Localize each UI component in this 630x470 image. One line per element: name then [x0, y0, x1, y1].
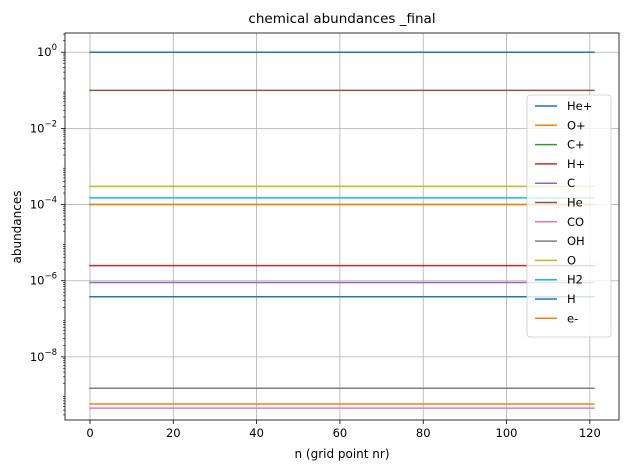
y-axis-label: abundances	[10, 191, 24, 264]
x-tick-label: 20	[166, 426, 181, 440]
x-tick-label: 100	[496, 426, 518, 440]
x-axis: 0 20 40 60 80 100 120	[86, 420, 601, 440]
legend-label-C+: C+	[567, 138, 585, 152]
legend-label-OH: OH	[567, 234, 585, 248]
y-tick-label: 100	[37, 43, 57, 59]
legend-label-H2: H2	[567, 273, 583, 287]
legend-label-C: C	[567, 176, 575, 190]
y-tick-label: 10−4	[30, 196, 57, 212]
y-tick-label: 10−2	[30, 119, 57, 135]
legend-box	[526, 94, 612, 338]
y-axis: 100 10−2 10−4 10−6 10−8	[30, 33, 65, 416]
x-tick-label: 60	[333, 426, 348, 440]
series-lines	[89, 51, 595, 409]
plot-frame	[64, 32, 620, 421]
x-axis-label: n (grid point nr)	[294, 447, 389, 461]
legend-label-H: H	[567, 292, 576, 306]
x-tick-label: 80	[416, 426, 431, 440]
legend-label-He: He	[567, 196, 583, 210]
legend: He+ O+ C+ H+ C He CO OH O H2 He-	[526, 94, 612, 338]
legend-label-O+: O+	[567, 118, 586, 132]
y-tick-label: 10−6	[30, 272, 57, 288]
legend-label-H+: H+	[567, 157, 585, 171]
legend-label-O: O	[567, 253, 576, 267]
x-tick-label: 40	[249, 426, 264, 440]
y-tick-label: 10−8	[30, 348, 57, 364]
chart-title: chemical abundances _final	[248, 11, 435, 27]
x-tick-label: 120	[579, 426, 601, 440]
legend-label-CO: CO	[567, 215, 584, 229]
legend-label-e-: e-	[567, 311, 578, 325]
x-tick-label: 0	[86, 426, 93, 440]
legend-label-He+: He+	[567, 99, 592, 113]
